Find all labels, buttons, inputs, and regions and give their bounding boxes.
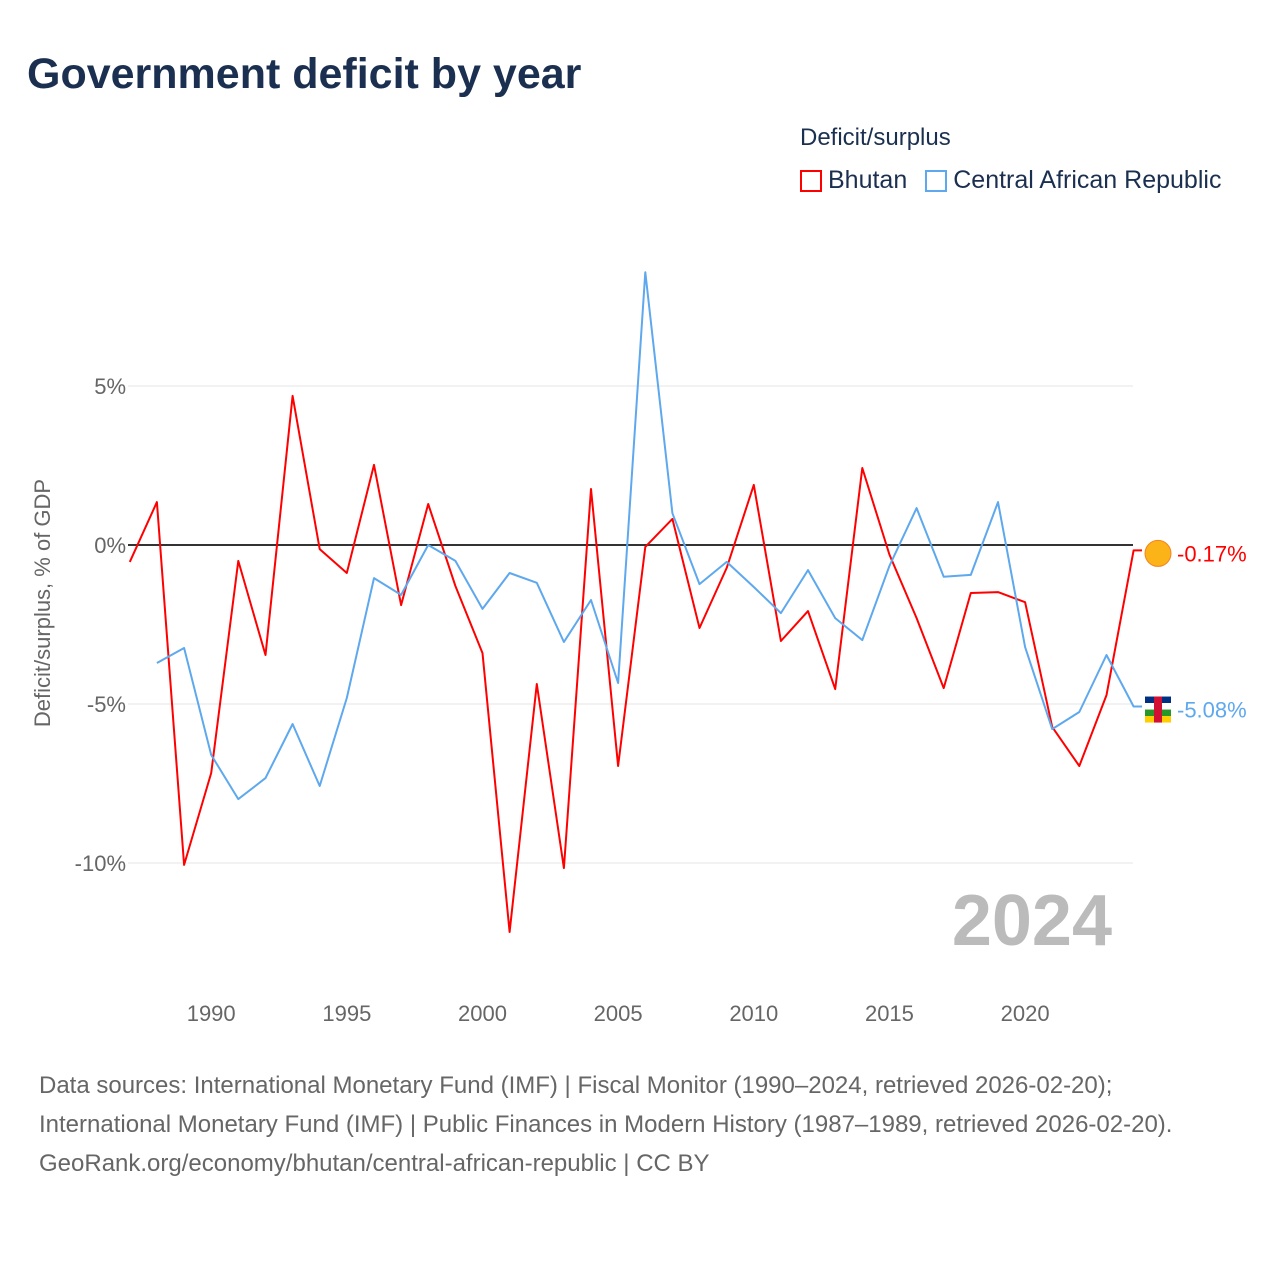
legend-title: Deficit/surplus bbox=[800, 124, 951, 151]
x-tick-label: 2020 bbox=[1001, 1001, 1050, 1026]
y-tick-label: -10% bbox=[75, 851, 126, 876]
y-tick-label: -5% bbox=[87, 692, 126, 717]
x-tick-label: 2005 bbox=[594, 1001, 643, 1026]
x-tick-label: 1990 bbox=[187, 1001, 236, 1026]
legend-swatch bbox=[925, 169, 948, 192]
y-axis-label: Deficit/surplus, % of GDP bbox=[30, 479, 55, 727]
legend: Bhutan Central African Republic bbox=[800, 166, 1221, 195]
legend-label: Central African Republic bbox=[953, 166, 1222, 194]
end-value-label: -5.08% bbox=[1177, 698, 1247, 723]
line-chart: 5% 0% -5% -10% 1990 1995 2000 2005 2010 2015 2020 D… bbox=[30, 271, 1247, 1026]
series-line-0 bbox=[128, 394, 1142, 933]
legend-swatch bbox=[800, 169, 822, 192]
source-link[interactable]: GeoRank.org/economy/bhutan/central-afric… bbox=[39, 1150, 710, 1177]
year-label: 2024 bbox=[952, 881, 1112, 961]
legend-item-car[interactable]: Central African Republic bbox=[925, 166, 1221, 195]
end-value-label: -0.17% bbox=[1177, 541, 1247, 566]
x-tick-label: 2000 bbox=[458, 1001, 507, 1026]
x-tick-label: 1995 bbox=[322, 1001, 371, 1026]
legend-item-bhutan[interactable]: Bhutan bbox=[800, 166, 907, 195]
flag-stripe bbox=[1154, 696, 1162, 723]
x-tick-label: 2010 bbox=[729, 1001, 778, 1026]
series-line-1 bbox=[156, 271, 1142, 801]
y-tick-label: 5% bbox=[94, 374, 126, 399]
chart-title: Government deficit by year bbox=[27, 50, 582, 98]
x-tick-label: 2015 bbox=[865, 1001, 914, 1026]
y-tick-label: 0% bbox=[94, 533, 126, 558]
flag-icon bbox=[1144, 539, 1172, 567]
data-sources: Data sources: International Monetary Fun… bbox=[39, 1072, 1173, 1138]
footer: Data sources: International Monetary Fun… bbox=[39, 1066, 1239, 1183]
legend-label: Bhutan bbox=[828, 166, 908, 194]
